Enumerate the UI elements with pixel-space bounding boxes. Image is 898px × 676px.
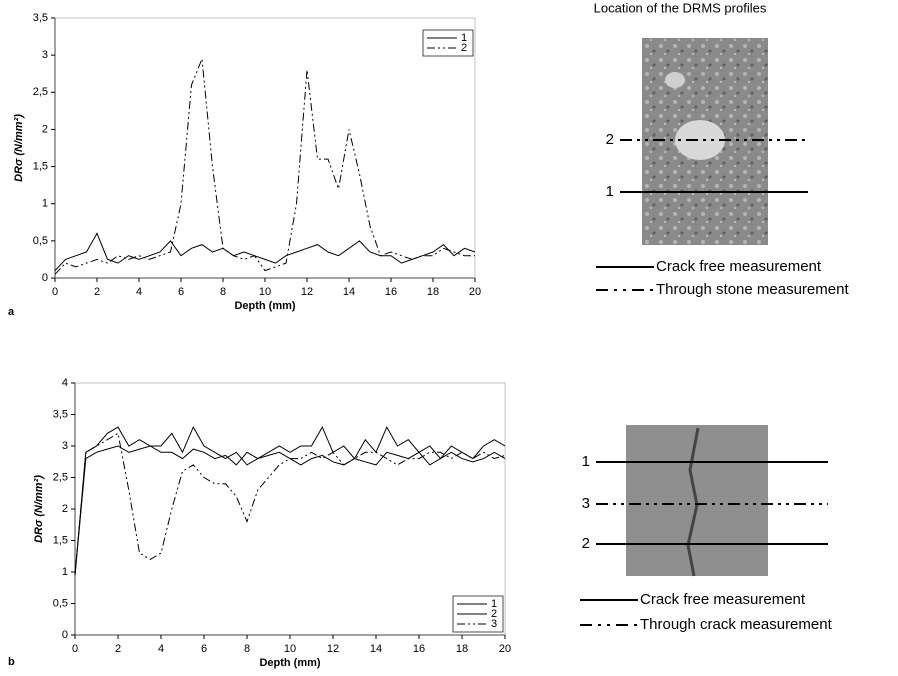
y-tick-label: 1 bbox=[42, 198, 48, 210]
legend-label: 3 bbox=[491, 618, 497, 630]
y-tick-label: 1 bbox=[62, 566, 68, 578]
x-tick-label: 10 bbox=[284, 643, 296, 655]
profile-label: 3 bbox=[582, 495, 590, 512]
x-tick-label: 2 bbox=[115, 643, 121, 655]
x-tick-label: 16 bbox=[413, 643, 425, 655]
x-tick-label: 18 bbox=[456, 643, 468, 655]
legend-label: 2 bbox=[491, 608, 497, 620]
x-tick-label: 4 bbox=[158, 643, 164, 655]
legend-label: 1 bbox=[491, 598, 497, 610]
photo-legend-label: Crack free measurement bbox=[640, 591, 806, 608]
photo-legend-label: Through stone measurement bbox=[656, 281, 849, 298]
x-tick-label: 8 bbox=[244, 643, 250, 655]
y-tick-label: 3,5 bbox=[33, 12, 48, 24]
x-tick-label: 6 bbox=[201, 643, 207, 655]
y-tick-label: 2,5 bbox=[33, 86, 48, 98]
series-line bbox=[74, 445, 506, 576]
x-tick-label: 0 bbox=[72, 643, 78, 655]
y-axis-label: DRσ (N/mm²) bbox=[33, 475, 45, 543]
x-axis-label: Depth (mm) bbox=[259, 657, 320, 669]
photo-legend-label: Crack free measurement bbox=[656, 258, 822, 275]
legend-label: 2 bbox=[461, 42, 467, 54]
y-tick-label: 2 bbox=[42, 123, 48, 135]
x-tick-label: 14 bbox=[343, 286, 355, 298]
y-tick-label: 3,5 bbox=[53, 408, 68, 420]
profile-label: 1 bbox=[606, 183, 614, 200]
y-tick-label: 0,5 bbox=[53, 597, 68, 609]
y-tick-label: 0 bbox=[42, 272, 48, 284]
series-line bbox=[74, 425, 506, 576]
y-tick-label: 2,5 bbox=[53, 471, 68, 483]
plot-frame bbox=[54, 17, 476, 279]
y-axis-label: DRσ (N/mm²) bbox=[13, 114, 25, 182]
y-tick-label: 3 bbox=[62, 440, 68, 452]
x-tick-label: 8 bbox=[220, 286, 226, 298]
plot-frame bbox=[74, 382, 506, 636]
y-tick-label: 4 bbox=[62, 377, 68, 389]
x-tick-label: 12 bbox=[301, 286, 313, 298]
photo-title: Location of the DRMS profiles bbox=[594, 0, 767, 15]
x-tick-label: 2 bbox=[94, 286, 100, 298]
legend-box bbox=[422, 29, 474, 57]
y-tick-label: 0 bbox=[62, 629, 68, 641]
x-tick-label: 20 bbox=[469, 286, 481, 298]
profile-label: 2 bbox=[606, 131, 614, 148]
x-tick-label: 10 bbox=[259, 286, 271, 298]
x-tick-label: 20 bbox=[499, 643, 511, 655]
series-line bbox=[54, 232, 476, 271]
series-line bbox=[74, 432, 506, 576]
panel-label: b bbox=[8, 656, 15, 668]
profile-label: 2 bbox=[582, 535, 590, 552]
panel-label: a bbox=[8, 306, 15, 318]
series-line bbox=[54, 58, 475, 275]
profile-label: 1 bbox=[582, 453, 590, 470]
x-tick-label: 4 bbox=[136, 286, 142, 298]
x-tick-label: 6 bbox=[178, 286, 184, 298]
x-axis-label: Depth (mm) bbox=[234, 300, 295, 312]
y-tick-label: 1,5 bbox=[53, 534, 68, 546]
x-tick-label: 18 bbox=[427, 286, 439, 298]
legend-label: 1 bbox=[461, 32, 467, 44]
x-tick-label: 12 bbox=[327, 643, 339, 655]
photo-legend-label: Through crack measurement bbox=[640, 616, 833, 633]
x-tick-label: 0 bbox=[52, 286, 58, 298]
x-tick-label: 16 bbox=[385, 286, 397, 298]
y-tick-label: 1,5 bbox=[33, 160, 48, 172]
x-tick-label: 14 bbox=[370, 643, 382, 655]
y-tick-label: 2 bbox=[62, 503, 68, 515]
y-tick-label: 0,5 bbox=[33, 235, 48, 247]
stone bbox=[675, 120, 725, 160]
y-tick-label: 3 bbox=[42, 49, 48, 61]
stone bbox=[665, 72, 685, 88]
